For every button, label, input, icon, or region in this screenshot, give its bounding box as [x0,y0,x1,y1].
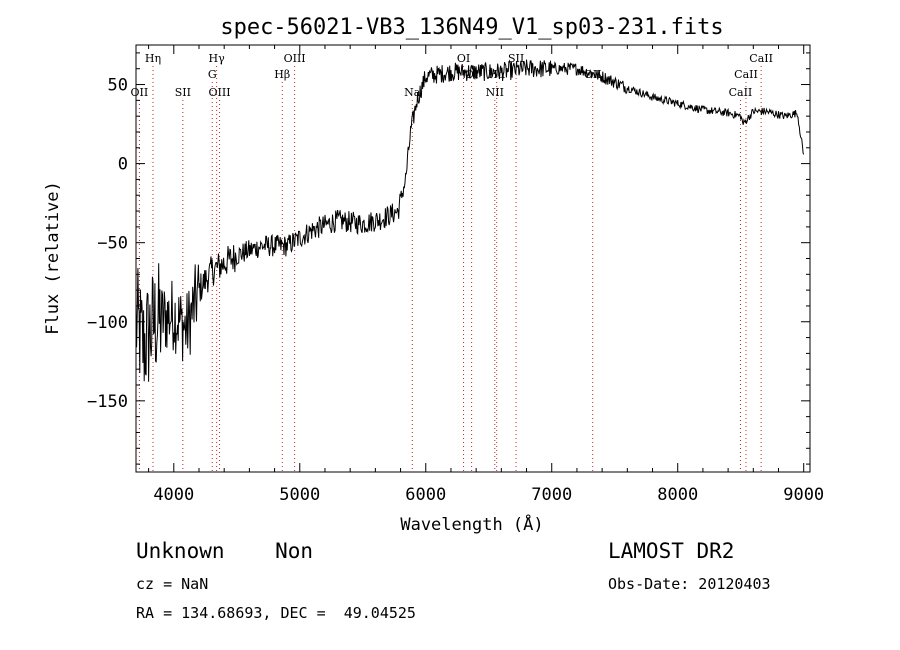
y-tick-label: 50 [108,76,128,96]
spectral-line-label: CaII [734,68,758,81]
spectral-line-label: Na [404,86,421,99]
x-tick-label: 9000 [783,485,824,505]
spectrum-series [135,59,805,382]
y-tick-label: 0 [118,155,128,175]
spectral-line-label: OIII [208,86,230,99]
spectral-line-label: Hγ [209,52,226,65]
plot-frame [135,44,811,473]
spectral-line-label: OI [457,52,470,65]
x-tick-label: 4000 [153,485,194,505]
spectral-line-label: CaII [749,52,773,65]
spectral-line-label: SII [175,86,191,99]
spectral-line-label: OII [131,86,149,99]
coordinates: RA = 134.68693, DEC = 49.04525 [136,604,416,622]
spectral-line-label: SII [508,52,524,65]
x-tick-label: 6000 [405,485,446,505]
y-tick-label: −50 [97,234,128,254]
survey-name: LAMOST DR2 [608,539,735,563]
observation-date: Obs-Date: 20120403 [608,575,771,593]
object-class: Unknown Non [136,539,314,563]
redshift-cz: cz = NaN [136,575,209,593]
spectral-line-label: Hβ [274,68,290,81]
spectral-line-label: OIII [284,52,306,65]
spectral-line-label: CaII [729,86,753,99]
spectral-line-label: NII [486,86,504,99]
y-axis-label: Flux (relative) [43,181,63,335]
x-tick-label: 7000 [531,485,572,505]
spectrum-line [135,59,805,382]
spectral-line-label: G [208,68,217,81]
chart-title: spec-56021-VB3_136N49_V1_sp03-231.fits [220,15,723,40]
x-tick-label: 5000 [279,485,320,505]
axis-ticks: 4000 5000 6000 7000 8000 9000 −150 −100 −50 0 50 [87,45,824,505]
spectral-line-label: Hη [145,52,161,65]
x-axis-label: Wavelength (Å) [400,513,543,535]
x-tick-label: 8000 [657,485,698,505]
y-tick-label: −150 [87,392,128,412]
y-tick-label: −100 [87,313,128,333]
